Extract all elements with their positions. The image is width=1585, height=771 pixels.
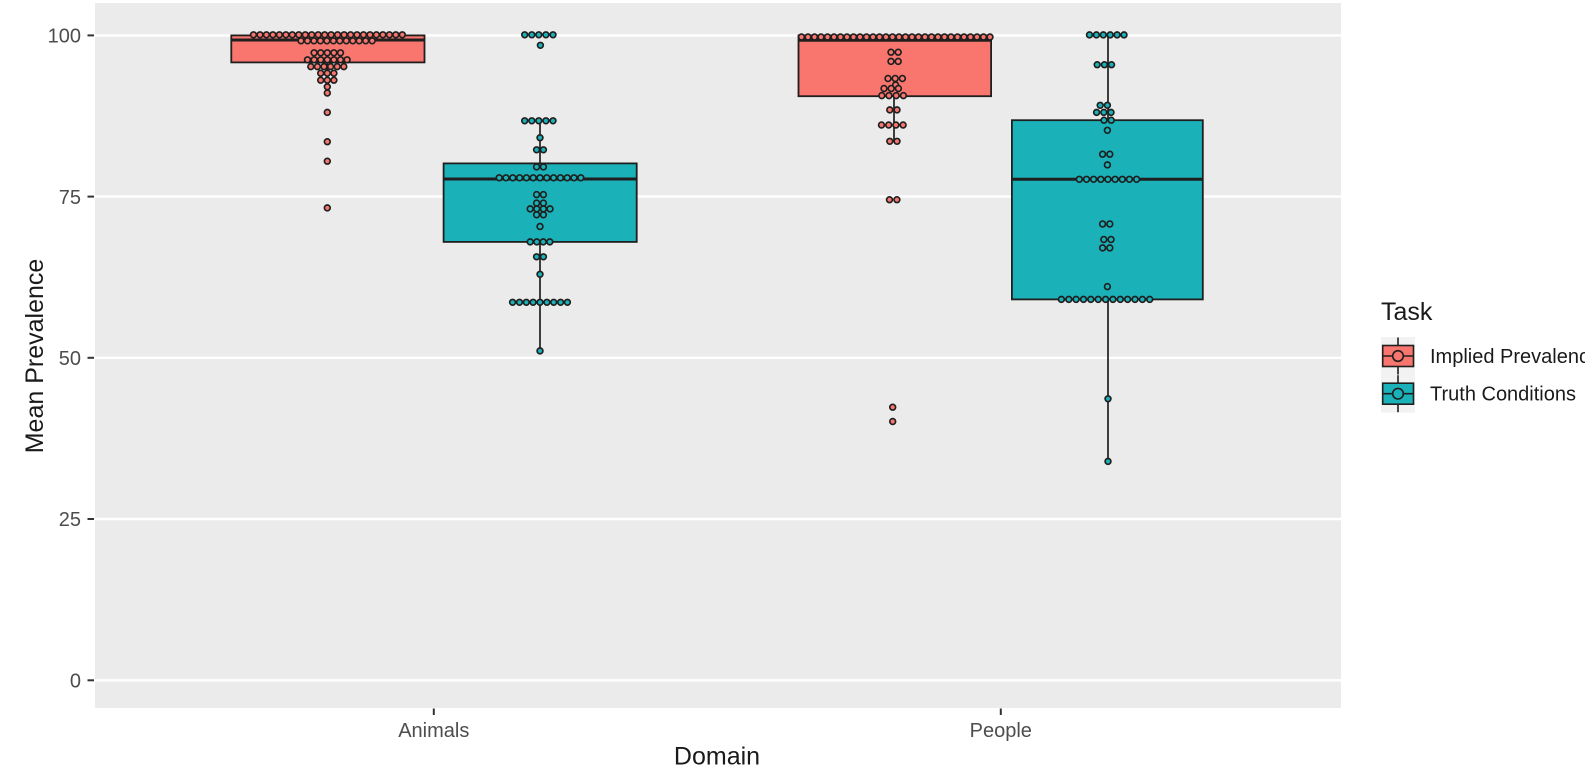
svg-text:Task: Task	[1381, 298, 1433, 326]
svg-text:Animals: Animals	[398, 720, 469, 742]
svg-text:0: 0	[70, 671, 81, 693]
svg-text:25: 25	[59, 509, 81, 531]
svg-text:Domain: Domain	[674, 743, 760, 771]
svg-text:Mean Prevalence: Mean Prevalence	[21, 259, 49, 454]
svg-text:100: 100	[48, 26, 81, 48]
svg-text:Truth Conditions: Truth Conditions	[1430, 384, 1576, 406]
svg-text:50: 50	[59, 348, 81, 370]
svg-text:75: 75	[59, 187, 81, 209]
svg-text:People: People	[970, 720, 1032, 742]
svg-text:Implied Prevalence: Implied Prevalence	[1430, 346, 1585, 368]
